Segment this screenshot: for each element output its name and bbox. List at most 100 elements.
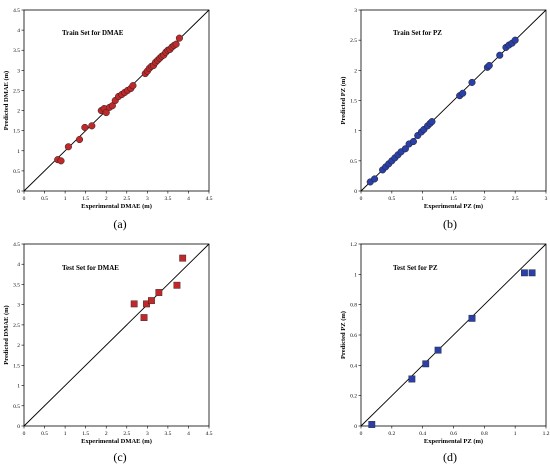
x-tick-label: 0.5 bbox=[388, 196, 395, 202]
x-tick-label: 2.5 bbox=[123, 196, 130, 202]
chart-title: Test Set for PZ bbox=[393, 264, 438, 272]
x-tick-label: 0.8 bbox=[481, 431, 488, 437]
data-point bbox=[401, 145, 409, 153]
data-point bbox=[130, 300, 138, 308]
y-tick-label: 3 bbox=[354, 8, 357, 14]
data-point bbox=[409, 137, 417, 146]
y-tick-label: 0 bbox=[17, 189, 20, 195]
panel-label: (d) bbox=[443, 450, 457, 464]
y-tick-label: 0.6 bbox=[350, 333, 357, 339]
data-point bbox=[434, 346, 442, 354]
y-tick-label: 0.5 bbox=[13, 404, 20, 410]
x-tick-label: 0.5 bbox=[41, 431, 48, 437]
x-tick-label: 2 bbox=[105, 431, 108, 437]
x-tick-label: 1 bbox=[64, 431, 67, 437]
data-point bbox=[175, 34, 183, 42]
data-point bbox=[102, 109, 110, 117]
x-tick-label: 1.5 bbox=[450, 196, 457, 202]
scatter-panel-4: 0 0.2 0.4 0.6 0.8 1 1.2 0 0.2 0.4 0.6 0.8 1 1.2 Test S… bbox=[340, 242, 550, 464]
data-point bbox=[428, 118, 436, 126]
data-point bbox=[88, 122, 96, 130]
data-point bbox=[371, 175, 379, 183]
y-tick-label: 4.5 bbox=[13, 8, 20, 14]
x-tick-label: 1.2 bbox=[543, 431, 550, 437]
y-tick-label: 4.5 bbox=[13, 242, 20, 248]
x-axis-label: Experimental PZ (m) bbox=[424, 203, 483, 210]
panel-label: (c) bbox=[113, 450, 126, 464]
y-tick-label: 0 bbox=[354, 424, 357, 430]
reference-line bbox=[360, 243, 547, 427]
y-tick-label: 1 bbox=[17, 384, 20, 390]
y-tick-label: 2.5 bbox=[13, 323, 20, 329]
y-tick-label: 0 bbox=[17, 424, 20, 430]
y-tick-label: 3 bbox=[17, 68, 20, 74]
x-tick-label: 4 bbox=[187, 196, 190, 202]
x-tick-label: 1 bbox=[421, 196, 424, 202]
y-tick-label: 1.5 bbox=[13, 363, 20, 369]
x-tick-label: 0.4 bbox=[419, 431, 426, 437]
y-tick-label: 1.5 bbox=[13, 129, 20, 135]
x-tick-label: 0.5 bbox=[41, 196, 48, 202]
x-axis-label: Experimental PZ (m) bbox=[424, 438, 483, 445]
y-axis-label: Predicted PZ (m) bbox=[340, 77, 347, 125]
data-point bbox=[64, 143, 72, 151]
chart-title: Train Set for DMAE bbox=[62, 29, 124, 37]
data-point bbox=[75, 135, 84, 144]
y-tick-label: 0.4 bbox=[350, 363, 357, 369]
x-tick-label: 0 bbox=[23, 196, 26, 202]
y-tick-label: 1 bbox=[354, 129, 357, 135]
plot-area bbox=[23, 243, 210, 427]
x-tick-label: 2 bbox=[483, 196, 486, 202]
x-tick-label: 3 bbox=[146, 196, 149, 202]
x-tick-label: 0 bbox=[360, 196, 363, 202]
chart-title: Train Set for PZ bbox=[393, 29, 442, 37]
x-tick-label: 0 bbox=[23, 431, 26, 437]
x-tick-label: 0 bbox=[360, 431, 363, 437]
data-point bbox=[511, 36, 519, 44]
y-tick-label: 2 bbox=[354, 68, 357, 74]
data-point bbox=[468, 78, 476, 86]
x-tick-label: 3 bbox=[545, 196, 548, 202]
y-tick-label: 3.5 bbox=[13, 282, 20, 288]
x-tick-label: 1.5 bbox=[82, 196, 89, 202]
y-tick-label: 1.2 bbox=[350, 242, 357, 248]
data-point bbox=[528, 269, 536, 277]
plot-area bbox=[23, 9, 210, 192]
data-point bbox=[422, 360, 430, 368]
y-tick-label: 0.5 bbox=[13, 169, 20, 175]
y-axis-label: Predicted DMAE (m) bbox=[3, 71, 10, 130]
y-tick-label: 0.2 bbox=[350, 394, 357, 400]
scatter-panel-1: 0 0.5 1 1.5 2 2.5 3 3.5 4 4.5 0 0.5 1 1.5 2 2.5 3 3.5 4 4.5… bbox=[3, 8, 213, 231]
data-point bbox=[521, 269, 528, 277]
data-point bbox=[408, 375, 416, 383]
y-tick-label: 2.5 bbox=[13, 88, 20, 94]
data-point bbox=[57, 157, 65, 165]
x-tick-label: 3 bbox=[146, 431, 149, 437]
x-tick-label: 2.5 bbox=[512, 196, 519, 202]
data-point bbox=[459, 89, 467, 97]
x-tick-label: 1 bbox=[64, 196, 67, 202]
x-tick-label: 0.2 bbox=[388, 431, 395, 437]
data-point bbox=[172, 40, 180, 48]
x-tick-label: 3.5 bbox=[164, 431, 171, 437]
x-tick-label: 4.5 bbox=[206, 196, 213, 202]
x-tick-label: 4.5 bbox=[206, 431, 213, 437]
data-point bbox=[179, 254, 187, 262]
y-tick-label: 0.8 bbox=[350, 303, 357, 309]
y-tick-label: 1 bbox=[354, 272, 357, 278]
y-axis-label: Predicted PZ (m) bbox=[340, 311, 347, 359]
panel-label: (a) bbox=[113, 217, 126, 231]
data-point bbox=[368, 421, 376, 428]
data-point bbox=[468, 314, 476, 322]
y-axis-label: Predicted DMAE (m) bbox=[3, 305, 10, 364]
x-tick-label: 4 bbox=[187, 431, 190, 437]
chart-title: Test Set for DMAE bbox=[62, 264, 119, 272]
x-tick-label: 1.5 bbox=[82, 431, 89, 437]
y-tick-label: 2 bbox=[17, 109, 20, 115]
y-tick-label: 2 bbox=[17, 343, 20, 349]
data-point bbox=[173, 281, 181, 289]
data-point bbox=[148, 297, 155, 305]
x-tick-label: 3.5 bbox=[164, 196, 171, 202]
y-tick-label: 3 bbox=[17, 303, 20, 309]
